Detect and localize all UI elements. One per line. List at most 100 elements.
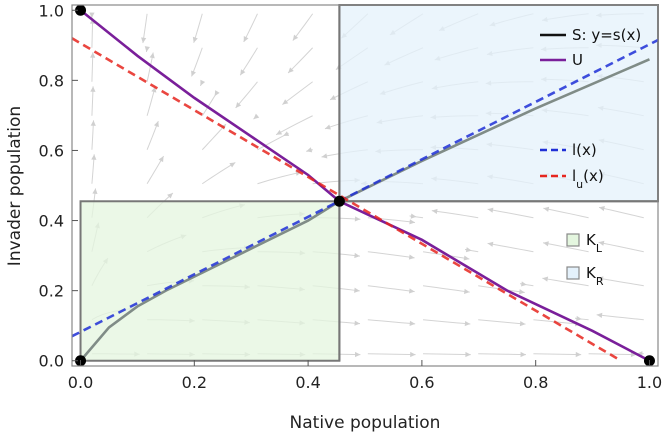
legend-item: l(x) (540, 141, 597, 159)
stream-arrow (465, 247, 472, 253)
stream-arrow (214, 90, 220, 97)
legend-item: U (540, 51, 583, 69)
stream-arrow (330, 95, 337, 100)
series-l-u-x- (71, 37, 622, 362)
stream-arrow (354, 252, 360, 259)
streamline (201, 123, 227, 151)
streamline (596, 314, 644, 321)
stream-arrow (167, 192, 173, 199)
streamline (598, 206, 644, 219)
stream-arrow (283, 131, 290, 136)
legend-label: l(x) (572, 141, 597, 159)
axis-ticks: 0.0 0.2 0.4 0.6 0.8 1.0 0.0 0.2 0.4 0.6 0.8 1.0 (39, 1, 663, 392)
streamline (422, 285, 470, 293)
streamline (542, 277, 589, 287)
stream-arrow (520, 351, 526, 358)
y-tick-label: 0.2 (39, 282, 64, 301)
streamline (235, 81, 258, 109)
legend-label: KL (586, 231, 603, 255)
y-tick-label: 0.4 (39, 212, 64, 231)
streamline (487, 242, 534, 253)
streamline (478, 353, 526, 356)
stream-arrow (543, 241, 549, 247)
stream-arrow (288, 67, 294, 74)
streamline (257, 171, 302, 185)
stream-arrow (542, 276, 549, 282)
stream-arrow (596, 312, 603, 318)
streamline (367, 353, 416, 356)
stream-arrow (431, 208, 438, 214)
y-tick-label: 0.0 (39, 352, 64, 371)
x-axis-label: Native population (290, 413, 441, 433)
stream-arrow (519, 289, 525, 295)
stream-arrow (410, 213, 417, 219)
streamline (282, 81, 313, 105)
stream-arrow (144, 46, 150, 52)
series-s-y-s-x- (79, 58, 650, 362)
streamline (423, 353, 471, 356)
stream-arrow (153, 121, 159, 128)
streamline (292, 13, 314, 41)
legend-item: KR (566, 264, 604, 288)
stream-arrow (354, 320, 361, 326)
stream-arrow (543, 206, 550, 212)
x-tick-label: 1.0 (637, 373, 662, 392)
stream-arrow (89, 12, 95, 18)
stream-arrow (235, 102, 242, 108)
stream-arrow (487, 241, 494, 247)
stream-arrow (598, 240, 605, 246)
stream-arrow (354, 351, 361, 358)
stream-arrow (463, 288, 470, 294)
stream-arrow (92, 188, 98, 195)
series (71, 9, 659, 362)
regions (79, 4, 659, 362)
stream-arrow (90, 52, 96, 58)
stream-arrow (410, 351, 416, 358)
x-tick-label: 0.8 (523, 373, 548, 392)
stream-arrow (90, 120, 96, 126)
stream-arrow (191, 70, 196, 77)
x-tick-label: 0.4 (295, 373, 320, 392)
legend-label: S: y=s(x) (572, 26, 641, 44)
stream-arrow (409, 320, 416, 327)
stream-arrow (200, 79, 206, 86)
stream-arrow (487, 207, 494, 213)
stream-arrow (465, 351, 471, 358)
legend-item: S: y=s(x) (540, 26, 641, 44)
streamline (478, 319, 526, 325)
streamline (487, 208, 534, 219)
legend-label: KR (586, 264, 604, 288)
stream-arrow (141, 37, 147, 44)
streamline (367, 319, 416, 325)
stream-arrow (464, 320, 471, 327)
stream-arrow (282, 99, 289, 105)
plot-frame (71, 4, 659, 367)
legend-swatch (566, 233, 580, 247)
stream-arrow (576, 315, 582, 322)
stream-arrow (192, 36, 198, 43)
stream-arrow (253, 113, 260, 120)
streamline (202, 162, 236, 185)
legend-label: U (572, 51, 583, 69)
equilibrium-point (333, 195, 345, 207)
streamline (287, 47, 314, 74)
legend-swatch (566, 266, 580, 280)
streamline (367, 285, 415, 293)
stream-arrow (240, 69, 246, 76)
streamline (422, 319, 471, 325)
streamline (543, 207, 589, 219)
stream-arrow (158, 156, 164, 163)
streamline (367, 251, 415, 259)
stream-arrow (354, 287, 360, 293)
stream-arrow (321, 153, 328, 159)
y-tick-label: 1.0 (39, 1, 64, 20)
stream-arrow (409, 219, 416, 225)
stream-arrow (599, 206, 605, 212)
streamline (533, 353, 582, 356)
streamline (542, 242, 589, 253)
y-tick-label: 0.6 (39, 141, 64, 160)
stream-arrow (91, 154, 97, 160)
stream-arrow (243, 35, 249, 42)
stream-arrow (292, 34, 299, 41)
